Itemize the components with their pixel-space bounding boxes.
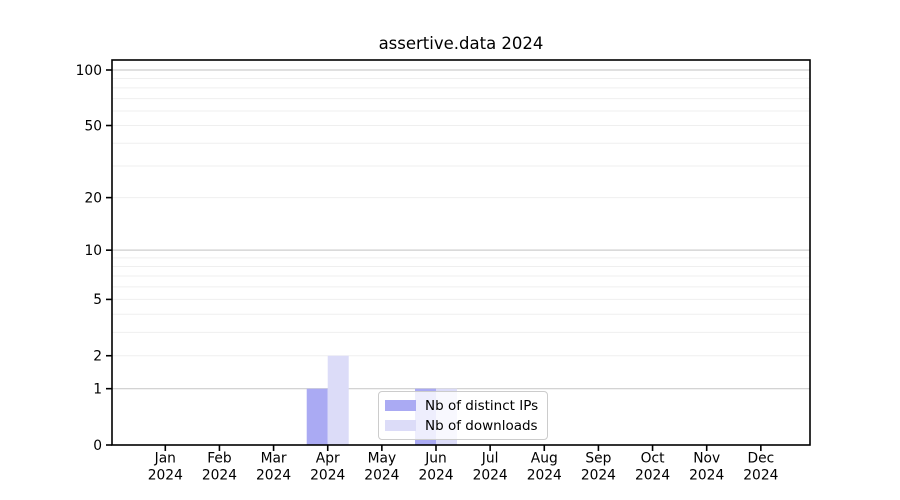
bar-nb-of-distinct-ips-apr — [306, 388, 328, 445]
x-tick-label-year: 2024 — [581, 468, 616, 484]
y-tick-label: 0 — [93, 438, 102, 454]
y-tick-label: 20 — [84, 190, 102, 206]
legend-label-distinct-ips: Nb of distinct IPs — [425, 397, 539, 414]
x-tick-label-month: Oct — [641, 451, 665, 467]
x-tick-label-month: Aug — [531, 451, 558, 467]
x-tick-label-year: 2024 — [256, 468, 291, 484]
legend-entry-downloads: Nb of downloads — [385, 417, 538, 434]
plot-border — [111, 59, 811, 446]
y-tick-label: 1 — [93, 382, 102, 398]
x-tick-label-year: 2024 — [635, 468, 670, 484]
y-tick-label: 10 — [84, 243, 102, 259]
y-tick-label: 50 — [84, 118, 102, 134]
legend: Nb of distinct IPs Nb of downloads — [378, 391, 549, 440]
x-tick-label-month: Jan — [154, 451, 176, 467]
x-tick-label-month: Feb — [207, 451, 231, 467]
x-tick-label-year: 2024 — [527, 468, 562, 484]
x-tick-label-year: 2024 — [310, 468, 345, 484]
bar-nb-of-downloads-apr — [327, 355, 349, 445]
x-tick-label-year: 2024 — [148, 468, 183, 484]
x-tick-label-year: 2024 — [473, 468, 508, 484]
x-tick-label-year: 2024 — [743, 468, 778, 484]
legend-entry-distinct-ips: Nb of distinct IPs — [385, 397, 538, 414]
x-tick-label-month: May — [368, 451, 397, 467]
y-tick-label: 100 — [76, 63, 102, 79]
x-tick-label-year: 2024 — [418, 468, 453, 484]
x-tick-label-month: Jun — [424, 451, 447, 467]
x-tick-label-year: 2024 — [364, 468, 399, 484]
x-tick-label-month: Sep — [585, 451, 611, 467]
y-tick-label: 5 — [93, 292, 102, 308]
legend-swatch-distinct-ips — [385, 400, 416, 411]
x-tick-label-month: Dec — [747, 451, 774, 467]
chart-title: assertive.data 2024 — [378, 34, 544, 53]
legend-swatch-downloads — [385, 420, 416, 431]
x-tick-label-month: Apr — [316, 451, 340, 467]
x-tick-label-month: Nov — [693, 451, 720, 467]
x-tick-label-month: Jul — [481, 451, 499, 467]
legend-label-downloads: Nb of downloads — [425, 417, 538, 434]
x-tick-label-year: 2024 — [689, 468, 724, 484]
x-tick-label-month: Mar — [261, 451, 287, 467]
y-tick-label: 2 — [93, 349, 102, 365]
x-tick-label-year: 2024 — [202, 468, 237, 484]
